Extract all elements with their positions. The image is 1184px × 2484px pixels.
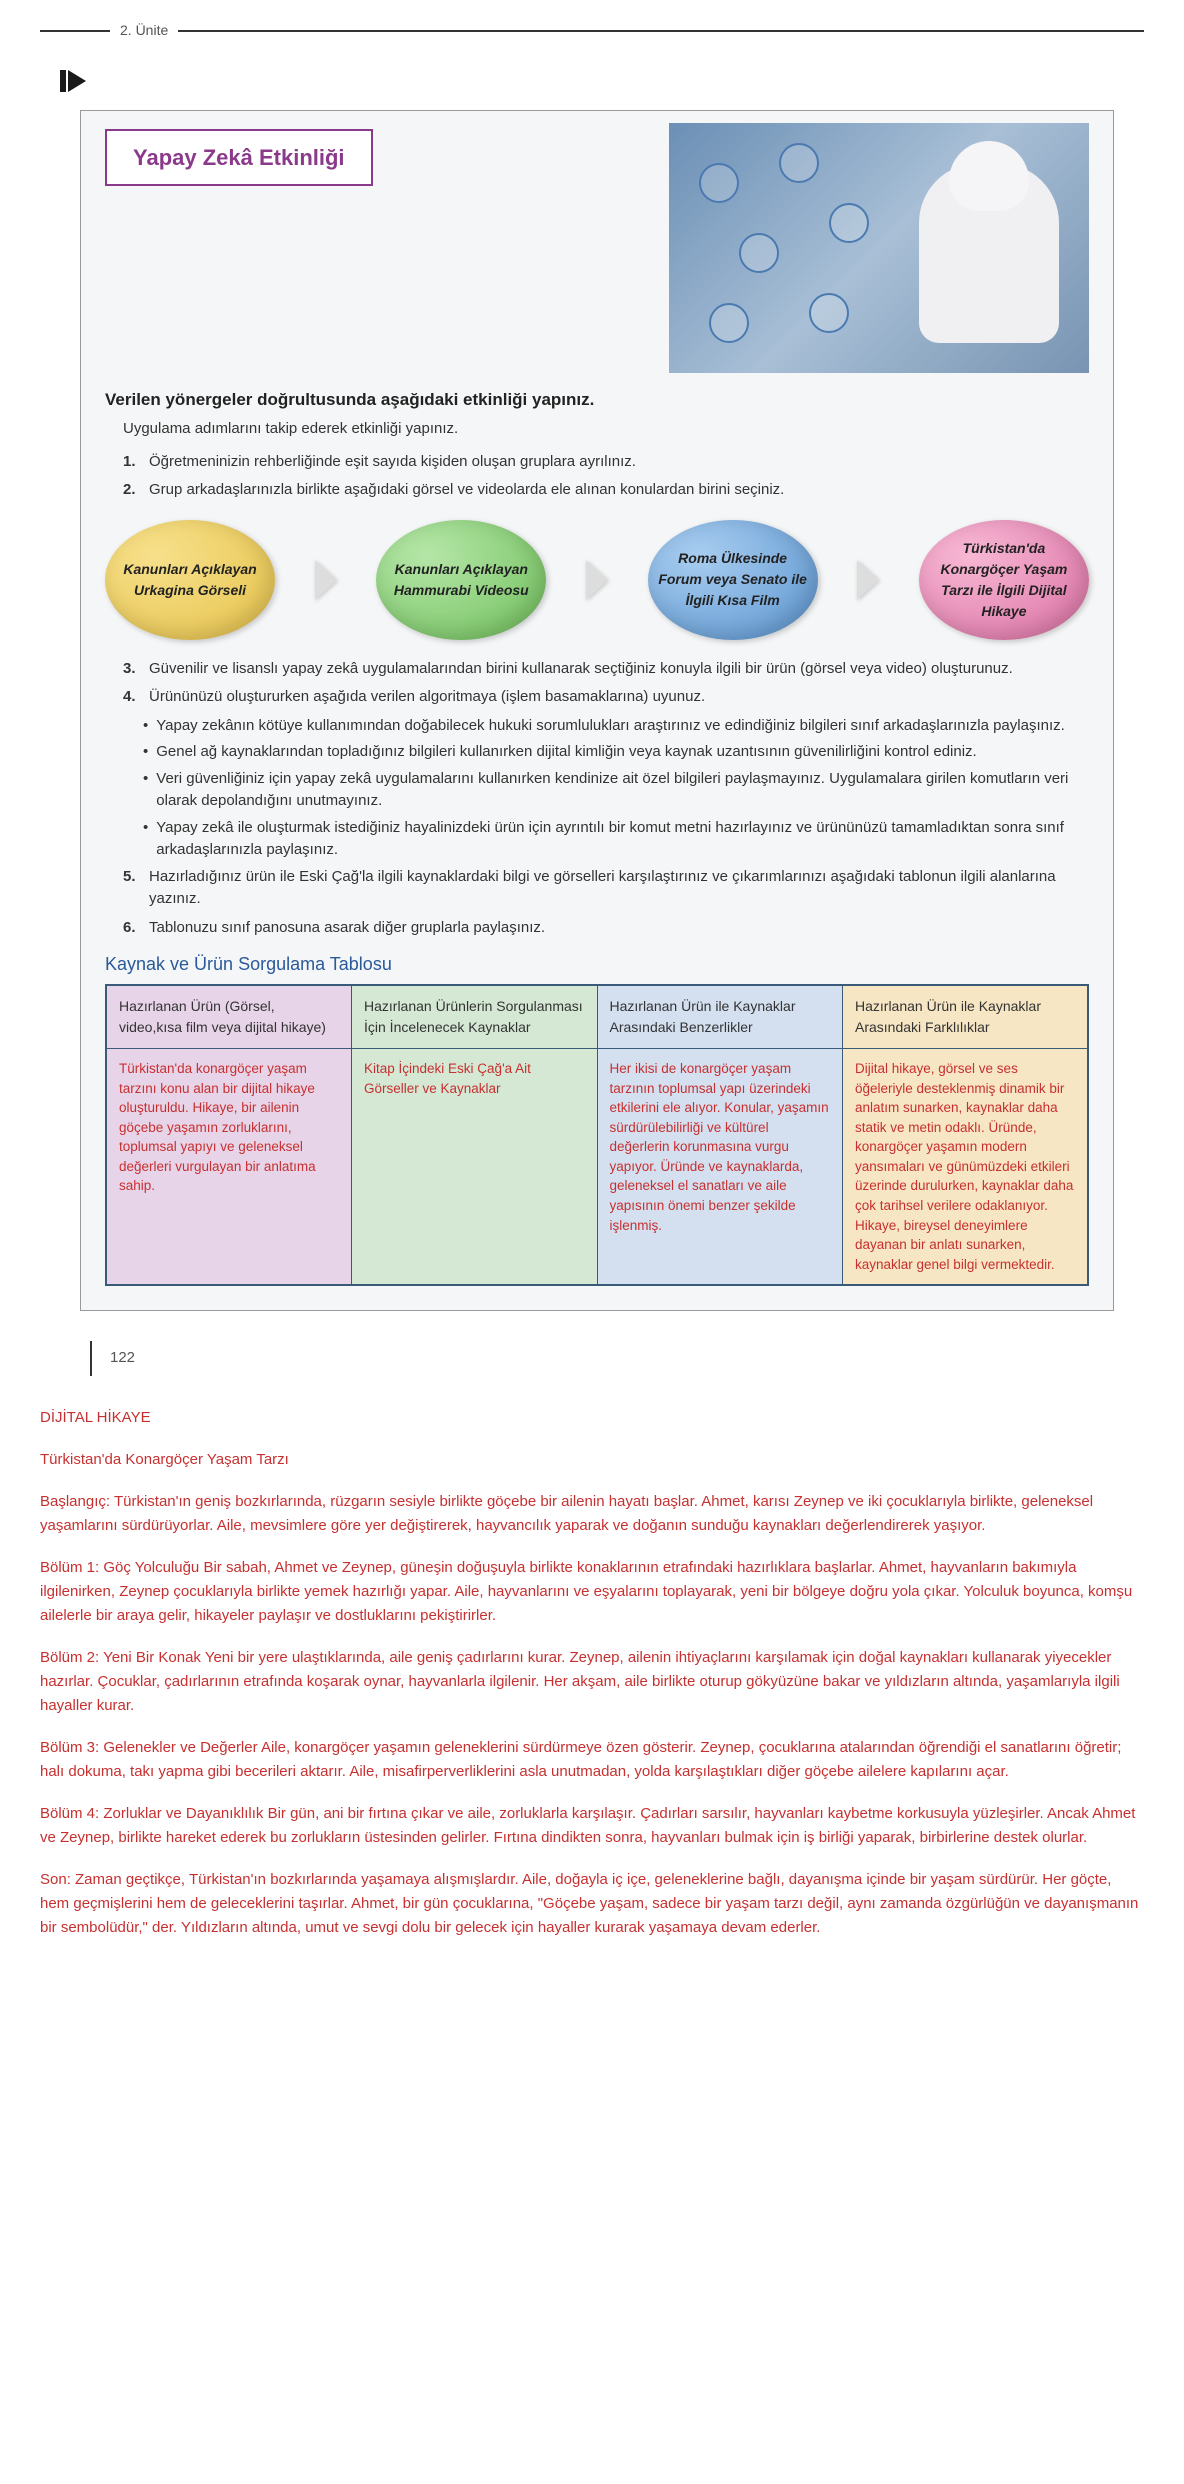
table-title: Kaynak ve Ürün Sorgulama Tablosu [105,951,1089,978]
table-cell-3: Her ikisi de konargöçer yaşam tarzının t… [597,1049,843,1286]
bullet-text: Genel ağ kaynaklarından topladığınız bil… [156,741,976,764]
story-section: DİJİTAL HİKAYE Türkistan'da Konargöçer Y… [40,1406,1144,1940]
cell-text: Türkistan'da konargöçer yaşam tarzını ko… [119,1059,339,1196]
play-icon [60,70,88,92]
step-5: 5.Hazırladığınız ürün ile Eski Çağ'la il… [123,866,1089,911]
bullet-list: Yapay zekânın kötüye kullanımından doğab… [143,715,1089,862]
step-6: 6.Tablonuzu sınıf panosuna asarak diğer … [123,917,1089,940]
activity-title: Yapay Zekâ Etkinliği [105,129,373,186]
bullet-2: Genel ağ kaynaklarından topladığınız bil… [143,741,1089,764]
step-text: Öğretmeninizin rehberliğinde eşit sayıda… [149,451,636,474]
table-cell-1: Türkistan'da konargöçer yaşam tarzını ko… [106,1049,352,1286]
bullet-4: Yapay zekâ ile oluşturmak istediğiniz ha… [143,817,1089,862]
story-paragraph: Bölüm 2: Yeni Bir Konak Yeni bir yere ul… [40,1646,1144,1718]
table-cell-4: Dijital hikaye, görsel ve ses öğeleriyle… [843,1049,1089,1286]
page-number: 122 [110,1349,135,1366]
story-paragraph: Bölüm 1: Göç Yolculuğu Bir sabah, Ahmet … [40,1556,1144,1628]
arrow-icon [857,560,879,600]
query-table: Hazırlanan Ürün (Görsel, video,kısa film… [105,984,1089,1286]
story-title: DİJİTAL HİKAYE [40,1406,1144,1430]
table-header-3: Hazırlanan Ürün ile Kaynaklar Arasındaki… [597,985,843,1049]
step-4: 4.Ürününüzü oluştururken aşağıda verilen… [123,686,1089,709]
step-2: 2.Grup arkadaşlarınızla birlikte aşağıda… [123,479,1089,502]
step-list: 1.Öğretmeninizin rehberliğinde eşit sayı… [123,451,1089,502]
arrow-icon [315,560,337,600]
step-text: Hazırladığınız ürün ile Eski Çağ'la ilgi… [149,866,1089,911]
arrow-icon [586,560,608,600]
bullet-text: Veri güvenliğiniz için yapay zekâ uygula… [156,768,1089,813]
bullet-1: Yapay zekânın kötüye kullanımından doğab… [143,715,1089,738]
activity-box: Yapay Zekâ Etkinliği Verilen yönergeler … [80,110,1114,1312]
story-paragraph: Son: Zaman geçtikçe, Türkistan'ın bozkır… [40,1868,1144,1940]
page-footer: 122 [90,1341,1184,1376]
header-rule: 2. Ünite [40,30,1144,32]
step-1: 1.Öğretmeninizin rehberliğinde eşit sayı… [123,451,1089,474]
step-text: Güvenilir ve lisanslı yapay zekâ uygulam… [149,658,1013,681]
step-text: Ürününüzü oluştururken aşağıda verilen a… [149,686,705,709]
ellipse-row: Kanunları Açıklayan Urkagina Görseli Kan… [105,520,1089,640]
step-text: Tablonuzu sınıf panosuna asarak diğer gr… [149,917,545,940]
topic-ellipse-2: Kanunları Açıklayan Hammurabi Videosu [376,520,546,640]
unit-label: 2. Ünite [110,20,178,41]
cell-text: Kitap İçindeki Eski Çağ'a Ait Görseller … [364,1059,585,1098]
bullet-text: Yapay zekânın kötüye kullanımından doğab… [156,715,1065,738]
instruction-subtitle: Uygulama adımlarını takip ederek etkinli… [123,418,1089,441]
story-paragraph: Başlangıç: Türkistan'ın geniş bozkırları… [40,1490,1144,1538]
table-header-1: Hazırlanan Ürün (Görsel, video,kısa film… [106,985,352,1049]
story-subtitle: Türkistan'da Konargöçer Yaşam Tarzı [40,1448,1144,1472]
step-list-end: 5.Hazırladığınız ürün ile Eski Çağ'la il… [123,866,1089,940]
robot-illustration [669,123,1089,373]
topic-ellipse-3: Roma Ülkesinde Forum veya Senato ile İlg… [648,520,818,640]
step-3: 3.Güvenilir ve lisanslı yapay zekâ uygul… [123,658,1089,681]
table-header-2: Hazırlanan Ürünlerin Sorgulanması İçin İ… [352,985,598,1049]
bullet-text: Yapay zekâ ile oluşturmak istediğiniz ha… [156,817,1089,862]
topic-ellipse-1: Kanunları Açıklayan Urkagina Görseli [105,520,275,640]
instruction-title: Verilen yönergeler doğrultusunda aşağıda… [105,387,1089,413]
cell-text: Dijital hikaye, görsel ve ses öğeleriyle… [855,1059,1075,1274]
cell-text: Her ikisi de konargöçer yaşam tarzının t… [610,1059,831,1235]
story-paragraph: Bölüm 3: Gelenekler ve Değerler Aile, ko… [40,1736,1144,1784]
topic-ellipse-4: Türkistan'da Konargöçer Yaşam Tarzı ile … [919,520,1089,640]
step-list-cont: 3.Güvenilir ve lisanslı yapay zekâ uygul… [123,658,1089,709]
table-header-4: Hazırlanan Ürün ile Kaynaklar Arasındaki… [843,985,1089,1049]
bullet-3: Veri güvenliğiniz için yapay zekâ uygula… [143,768,1089,813]
instructions: Verilen yönergeler doğrultusunda aşağıda… [105,387,1089,1287]
story-paragraph: Bölüm 4: Zorluklar ve Dayanıklılık Bir g… [40,1802,1144,1850]
step-text: Grup arkadaşlarınızla birlikte aşağıdaki… [149,479,784,502]
table-cell-2: Kitap İçindeki Eski Çağ'a Ait Görseller … [352,1049,598,1286]
